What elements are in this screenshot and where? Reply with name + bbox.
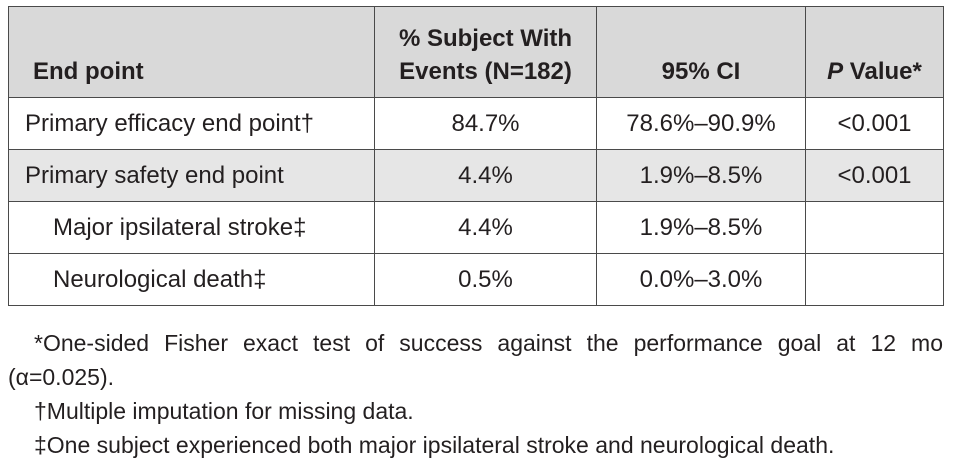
endpoint-cell: Primary efficacy end point†	[8, 97, 375, 150]
p-value-cell	[805, 253, 944, 306]
endpoint-cell: Primary safety end point	[8, 149, 375, 202]
header-p-rest: Value*	[843, 58, 922, 85]
header-ci: 95% CI	[596, 6, 806, 98]
header-p-letter: P	[827, 58, 844, 85]
footnote-imputation: †Multiple imputation for missing data.	[34, 398, 414, 424]
header-subjects: % Subject With Events (N=182)	[374, 6, 597, 98]
ci-cell: 78.6%–90.9%	[596, 97, 806, 150]
table-row: Major ipsilateral stroke‡ 4.4% 1.9%–8.5%	[8, 201, 944, 254]
p-value-cell	[805, 201, 944, 254]
ci-cell: 1.9%–8.5%	[596, 149, 806, 202]
p-value-cell: <0.001	[805, 97, 944, 150]
subjects-cell: 84.7%	[374, 97, 597, 150]
header-p-value: P Value*	[805, 6, 944, 98]
footnote-fisher-test: *One-sided Fisher exact test of success …	[8, 330, 943, 390]
subjects-cell: 4.4%	[374, 201, 597, 254]
header-subjects-line1: % Subject With	[398, 25, 573, 52]
table-row: Primary safety end point 4.4% 1.9%–8.5% …	[8, 149, 944, 202]
footnote-combined-events: ‡One subject experienced both major ipsi…	[34, 432, 835, 458]
header-subjects-line2: Events (N=182)	[399, 58, 572, 85]
endpoint-cell: Major ipsilateral stroke‡	[8, 201, 375, 254]
table-header-row: End point % Subject With Events (N=182) 9…	[8, 6, 944, 98]
header-endpoint: End point	[8, 6, 375, 98]
ci-cell: 0.0%–3.0%	[596, 253, 806, 306]
footnotes: *One-sided Fisher exact test of success …	[8, 326, 943, 462]
subjects-cell: 0.5%	[374, 253, 597, 306]
p-value-cell: <0.001	[805, 149, 944, 202]
endpoint-cell: Neurological death‡	[8, 253, 375, 306]
table-row: Primary efficacy end point† 84.7% 78.6%–…	[8, 97, 944, 150]
ci-cell: 1.9%–8.5%	[596, 201, 806, 254]
table-row: Neurological death‡ 0.5% 0.0%–3.0%	[8, 253, 944, 306]
subjects-cell: 4.4%	[374, 149, 597, 202]
results-table: End point % Subject With Events (N=182) 9…	[8, 6, 944, 306]
